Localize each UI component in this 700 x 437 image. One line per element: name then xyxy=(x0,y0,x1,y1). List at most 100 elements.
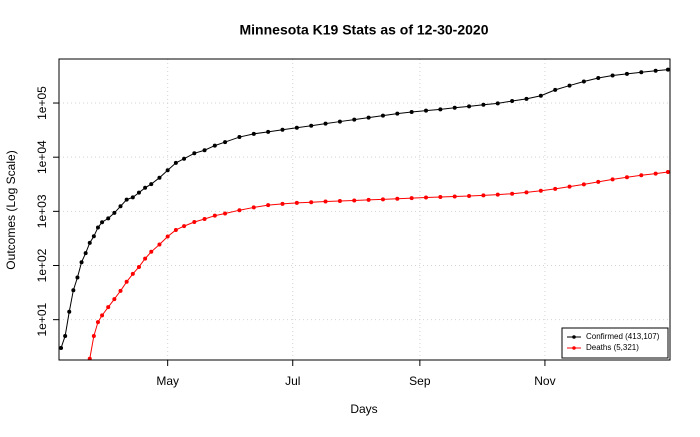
data-point xyxy=(524,96,529,101)
data-point xyxy=(510,191,515,196)
x-tick-label: Jul xyxy=(285,374,300,388)
data-point xyxy=(294,125,299,130)
data-point xyxy=(624,175,629,180)
data-point xyxy=(63,333,68,338)
data-point xyxy=(149,182,154,187)
data-point xyxy=(165,168,170,173)
data-point xyxy=(202,217,207,222)
data-point xyxy=(481,193,486,198)
data-point xyxy=(337,119,342,124)
data-point xyxy=(467,193,472,198)
data-point xyxy=(596,179,601,184)
data-point xyxy=(567,83,572,88)
data-point xyxy=(553,87,558,92)
data-point xyxy=(481,102,486,107)
data-point xyxy=(323,121,328,126)
data-point xyxy=(266,203,271,208)
data-point xyxy=(380,113,385,118)
data-point xyxy=(71,288,76,293)
data-point xyxy=(280,201,285,206)
data-point xyxy=(395,196,400,201)
data-point xyxy=(91,333,96,338)
data-point xyxy=(59,345,64,350)
data-point xyxy=(309,123,314,128)
data-point xyxy=(309,200,314,205)
data-point xyxy=(112,210,117,215)
data-point xyxy=(182,224,187,229)
chart-title: Minnesota K19 Stats as of 12-30-2020 xyxy=(240,22,489,38)
data-point xyxy=(212,143,217,148)
data-point xyxy=(581,79,586,84)
x-tick-label: May xyxy=(156,374,179,388)
data-point xyxy=(395,111,400,116)
data-point xyxy=(223,140,228,145)
data-point xyxy=(352,117,357,122)
data-point xyxy=(79,260,84,265)
data-point xyxy=(130,271,135,276)
data-point xyxy=(409,196,414,201)
data-point xyxy=(143,256,148,261)
data-point xyxy=(149,249,154,254)
data-point xyxy=(553,186,558,191)
data-point xyxy=(524,190,529,195)
data-point xyxy=(352,198,357,203)
data-point xyxy=(143,185,148,190)
data-point xyxy=(665,67,670,72)
data-point xyxy=(100,220,105,225)
data-point xyxy=(581,182,586,187)
data-point xyxy=(192,219,197,224)
data-point xyxy=(106,216,111,221)
data-point xyxy=(124,197,129,202)
data-point xyxy=(75,275,80,280)
data-point xyxy=(136,264,141,269)
data-point xyxy=(118,288,123,293)
data-point xyxy=(409,110,414,115)
y-tick-label: 1e+02 xyxy=(35,248,49,282)
data-point xyxy=(639,70,644,75)
y-tick-label: 1e+03 xyxy=(35,194,49,228)
legend-label: Deaths (5,321) xyxy=(586,343,639,352)
data-point xyxy=(452,105,457,110)
data-point xyxy=(202,148,207,153)
y-tick-label: 1e+05 xyxy=(35,86,49,120)
data-point xyxy=(67,309,72,314)
data-point xyxy=(538,93,543,98)
legend-box xyxy=(561,327,669,359)
data-point xyxy=(251,205,256,210)
data-point xyxy=(653,68,658,73)
data-point xyxy=(538,188,543,193)
y-axis-label: Outcomes (Log Scale) xyxy=(4,150,18,269)
data-point xyxy=(237,208,242,213)
data-point xyxy=(182,156,187,161)
data-point xyxy=(124,279,129,284)
data-point xyxy=(100,313,105,318)
data-point xyxy=(438,107,443,112)
data-point xyxy=(438,195,443,200)
data-point xyxy=(91,234,96,239)
data-point xyxy=(337,198,342,203)
data-point xyxy=(130,195,135,200)
data-point xyxy=(106,305,111,310)
data-point xyxy=(596,75,601,80)
legend-label: Confirmed (413,107) xyxy=(586,332,660,341)
data-point xyxy=(366,115,371,120)
data-point xyxy=(510,99,515,104)
data-point xyxy=(136,190,141,195)
data-point xyxy=(87,240,92,245)
x-tick-label: Nov xyxy=(534,374,555,388)
data-point xyxy=(173,160,178,165)
data-point xyxy=(212,213,217,218)
data-point xyxy=(610,73,615,78)
data-point xyxy=(165,234,170,239)
data-point xyxy=(495,192,500,197)
data-point xyxy=(639,173,644,178)
data-point xyxy=(95,225,100,230)
data-point xyxy=(567,184,572,189)
data-point xyxy=(424,108,429,113)
data-point xyxy=(366,197,371,202)
data-point xyxy=(665,170,670,175)
data-point xyxy=(280,127,285,132)
data-point xyxy=(83,251,88,256)
data-point xyxy=(424,195,429,200)
